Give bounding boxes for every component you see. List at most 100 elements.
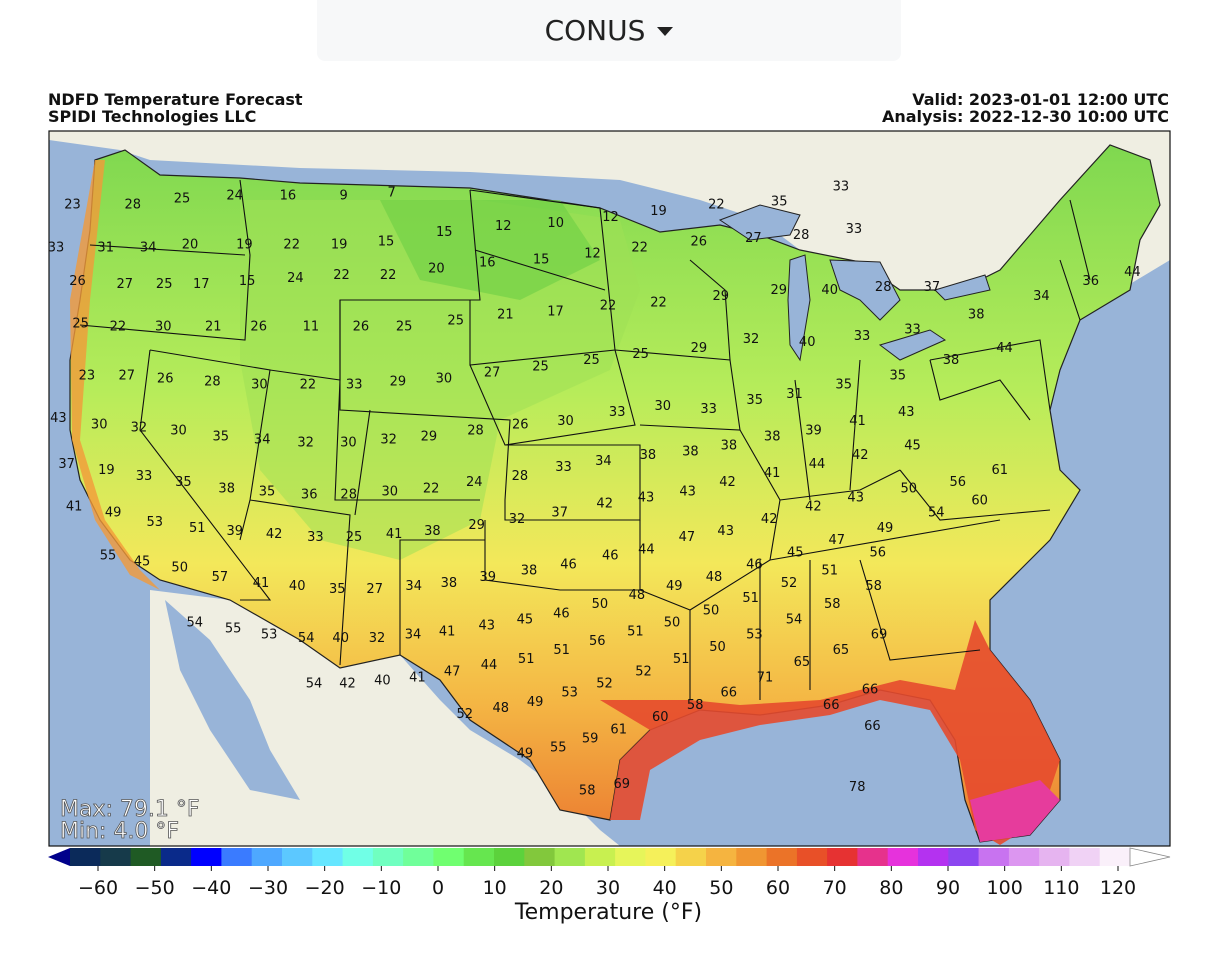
temperature-label: 22 [283,237,300,252]
colorbar-tick-label: 0 [432,877,444,899]
temperature-label: 42 [761,512,778,527]
colorbar-min-arrow [48,848,70,866]
temperature-label: 53 [746,628,763,643]
temperature-label: 30 [655,399,672,414]
colorbar-tick-label: −40 [191,877,231,899]
temperature-label: 38 [682,445,699,460]
temperature-label: 30 [251,378,268,393]
colorbar-segment [282,848,313,866]
colorbar-segment [1039,848,1070,866]
colorbar-segment [766,848,798,866]
state-borders [79,179,1091,700]
temperature-label: 51 [553,643,570,658]
temperature-label: 22 [631,240,648,255]
temperature-label: 38 [521,564,538,579]
colorbar-segment [251,848,283,866]
temperature-label: 34 [140,240,157,255]
region-dropdown-label: CONUS [544,14,646,47]
temperature-label: 44 [481,658,498,673]
colorbar-segment [645,848,677,866]
temperature-label: 28 [125,198,142,213]
colorbar-segment [675,848,707,866]
temperature-label: 25 [632,347,649,362]
temperature-label: 41 [764,466,781,481]
map-frame [48,130,1171,847]
temperature-label: 36 [1082,274,1099,289]
temperature-label: 41 [386,527,403,542]
temperature-label: 24 [226,189,243,204]
temperature-label: 71 [757,670,774,685]
temperature-label: 35 [213,430,230,445]
temperature-label: 43 [717,524,734,539]
temperature-label: 28 [204,375,221,390]
temperature-label: 51 [518,652,535,667]
temperature-label: 49 [666,579,683,594]
temperature-label: 54 [786,613,803,628]
temperature-label: 7 [388,186,396,201]
region-dropdown[interactable]: CONUS [317,0,901,61]
west-coast-band [70,160,160,590]
colorbar-tick-label: 90 [936,877,960,899]
temperature-label: 27 [484,365,501,380]
temperature-label: 42 [596,497,613,512]
temperature-label: 39 [480,570,497,585]
colorbar-segment [796,848,828,866]
temperature-label: 55 [100,548,117,563]
colorbar-segment [524,848,556,866]
map-title-line2: SPIDI Technologies LLC [48,107,257,126]
temperature-label: 55 [550,741,567,756]
temperature-label: 33 [854,329,871,344]
temperature-label: 38 [764,430,781,445]
temperature-label: 45 [904,439,921,454]
temperature-label: 27 [745,231,762,246]
temperature-label: 56 [950,475,967,490]
temperature-label: 22 [300,378,317,393]
colorbar-segment [887,848,919,866]
temperature-label: 42 [719,475,736,490]
temperature-label: 46 [746,558,763,573]
temperature-label: 33 [555,460,572,475]
temperature-label: 17 [547,304,564,319]
temperature-label: 34 [254,433,271,448]
temperature-label: 45 [787,545,804,560]
temperature-label: 40 [821,283,838,298]
temperature-label: 38 [968,308,985,323]
temperature-label: 9 [339,189,347,204]
colorbar-tick-label: 20 [539,877,563,899]
temperature-label: 38 [424,524,441,539]
lake-ontario [934,274,991,301]
colorbar-segment [918,848,949,866]
temperature-label: 24 [287,271,304,286]
temperature-label: 33 [48,240,65,255]
temperature-label: 44 [1124,265,1141,280]
temperature-label: 27 [117,277,134,292]
temperature-label: 29 [390,375,407,390]
gulf-of-california [165,600,300,800]
temperature-label: 46 [560,558,577,573]
temperature-label: 52 [635,664,652,679]
temperature-label: 27 [366,582,383,597]
temperature-label: 44 [996,341,1013,356]
temperature-label: 33 [846,222,863,237]
temperature-label: 65 [794,655,811,670]
temperature-label: 30 [91,417,108,432]
temperature-label: 66 [823,698,840,713]
temperature-label: 11 [303,320,320,335]
temperature-label: 49 [877,521,894,536]
temperature-label: 66 [864,719,881,734]
temperature-label: 42 [266,527,283,542]
colorbar-segment [433,848,465,866]
temperature-label: 25 [447,314,464,329]
temperature-label: 50 [901,481,918,496]
temperature-label: 26 [353,320,370,335]
temperature-label: 30 [557,414,574,429]
temperature-label: 26 [157,372,174,387]
temperature-label: 23 [79,369,96,384]
colorbar-segment [312,848,344,866]
colorbar-segment [160,848,192,866]
temperature-label: 42 [805,500,822,515]
colorbar-segment [1069,848,1101,866]
temperature-label: 35 [746,393,763,408]
valid-time: Valid: 2023-01-01 12:00 UTC [912,90,1169,109]
